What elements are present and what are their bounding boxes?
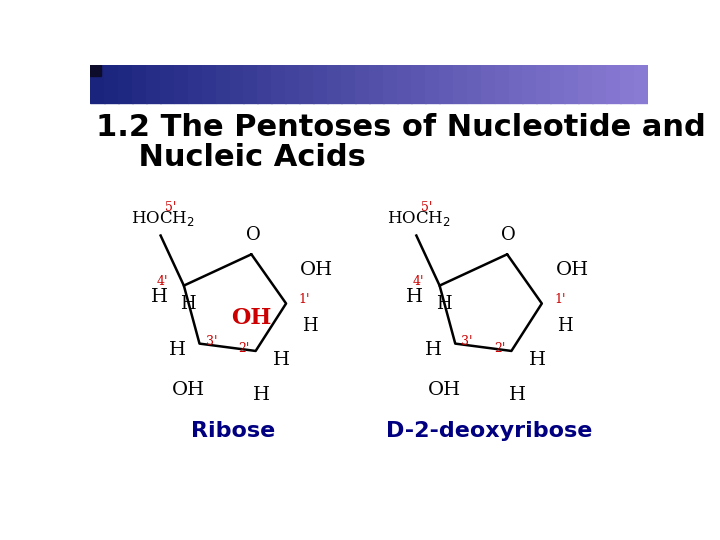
Bar [369,65,384,103]
Bar [285,65,300,103]
Text: H: H [150,288,168,306]
Bar [523,65,537,103]
Bar [160,65,174,103]
Text: 4': 4' [157,275,168,288]
Text: H: H [509,386,526,403]
Text: HOCH$_2$: HOCH$_2$ [131,209,195,228]
Text: O: O [501,226,516,244]
Bar [258,65,272,103]
Text: 1.2 The Pentoses of Nucleotide and: 1.2 The Pentoses of Nucleotide and [96,112,706,141]
Bar [313,65,328,103]
Bar [453,65,467,103]
Text: 2': 2' [494,342,505,355]
Text: Ribose: Ribose [192,421,276,441]
Text: 2': 2' [238,342,249,355]
Bar [215,65,230,103]
Text: H: H [253,386,270,403]
Bar [90,65,104,103]
Bar [188,65,202,103]
Bar [271,65,286,103]
Text: H: H [557,318,573,335]
Bar [438,65,454,103]
Bar [593,65,607,103]
Bar [327,65,342,103]
Text: H: H [180,295,196,313]
Text: 5': 5' [166,201,176,214]
Bar [90,65,101,76]
Bar [564,65,579,103]
Bar [118,65,132,103]
Bar [620,65,635,103]
Bar [467,65,482,103]
Text: OH: OH [172,381,205,399]
Text: H: H [273,351,289,369]
Text: H: H [406,288,423,306]
Bar [606,65,621,103]
Text: O: O [246,226,261,244]
Bar [300,65,314,103]
Text: D-2-deoxyribose: D-2-deoxyribose [386,421,593,441]
Text: 3': 3' [206,335,217,348]
Bar [383,65,397,103]
Bar [230,65,244,103]
Bar [145,65,161,103]
Text: 3': 3' [462,335,473,348]
Text: 1': 1' [554,293,566,306]
Text: OH: OH [232,307,272,329]
Bar [634,65,649,103]
Bar [495,65,509,103]
Bar [508,65,523,103]
Text: OH: OH [556,261,589,279]
Text: 1': 1' [299,293,310,306]
Text: 4': 4' [413,275,424,288]
Text: Nucleic Acids: Nucleic Acids [96,143,366,172]
Text: OH: OH [428,381,461,399]
Bar [397,65,412,103]
Text: H: H [436,295,451,313]
Bar [132,65,147,103]
Bar [104,65,119,103]
Bar [425,65,439,103]
Bar [202,65,216,103]
Text: 5': 5' [421,201,433,214]
Bar [243,65,258,103]
Text: H: H [528,351,546,369]
Bar [355,65,370,103]
Bar [174,65,189,103]
Text: H: H [169,341,186,359]
Text: HOCH$_2$: HOCH$_2$ [387,209,451,228]
Text: H: H [302,318,318,335]
Bar [536,65,551,103]
Bar [411,65,426,103]
Bar [578,65,593,103]
Text: OH: OH [300,261,333,279]
Bar [550,65,565,103]
Text: H: H [425,341,442,359]
Bar [341,65,356,103]
Bar [481,65,495,103]
